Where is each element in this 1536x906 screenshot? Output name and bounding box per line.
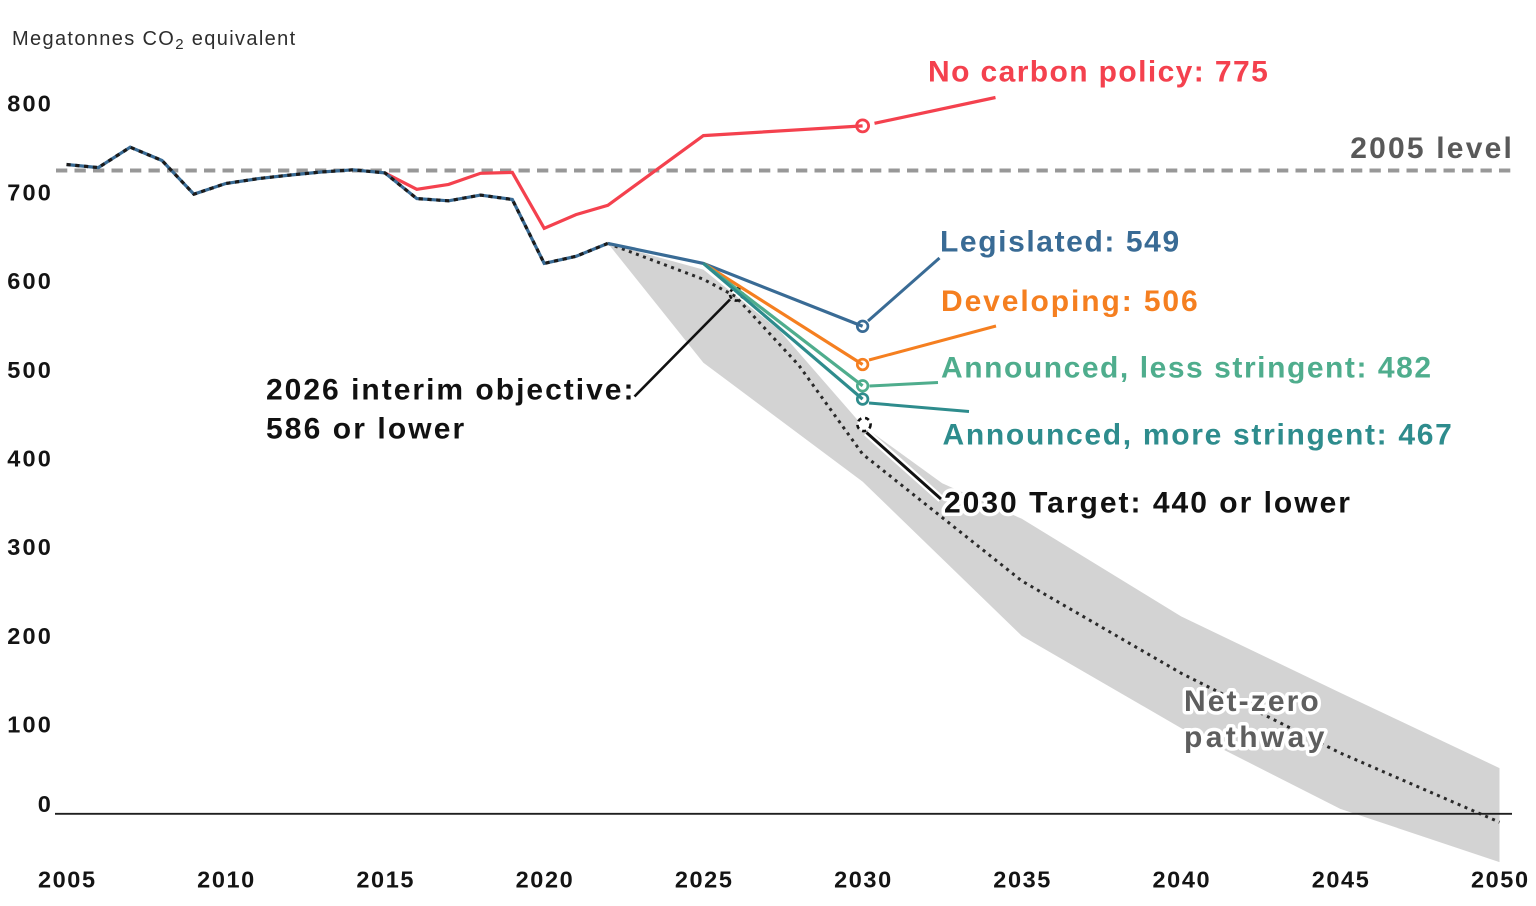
- svg-text:Developing: 506: Developing: 506: [941, 285, 1200, 318]
- svg-text:2035: 2035: [993, 867, 1052, 893]
- svg-text:2015: 2015: [356, 867, 415, 893]
- svg-text:Announced, less stringent: 482: Announced, less stringent: 482: [941, 352, 1433, 385]
- svg-text:800: 800: [7, 91, 53, 117]
- svg-text:600: 600: [7, 268, 53, 294]
- svg-text:0: 0: [38, 791, 53, 817]
- svg-text:500: 500: [7, 357, 53, 383]
- svg-text:586 or lower: 586 or lower: [266, 412, 466, 445]
- svg-text:100: 100: [7, 712, 53, 738]
- svg-text:400: 400: [7, 446, 53, 472]
- svg-text:Megatonnes CO2 equivalent: Megatonnes CO2 equivalent: [12, 28, 296, 53]
- svg-text:2005 level: 2005 level: [1350, 132, 1514, 165]
- svg-text:700: 700: [7, 179, 53, 205]
- svg-text:2010: 2010: [197, 867, 256, 893]
- svg-text:Legislated: 549: Legislated: 549: [940, 226, 1181, 259]
- svg-text:No carbon policy: 775: No carbon policy: 775: [928, 56, 1269, 89]
- svg-text:200: 200: [7, 623, 53, 649]
- svg-text:pathway: pathway: [1184, 721, 1328, 754]
- svg-text:2020: 2020: [516, 867, 575, 893]
- svg-text:Announced, more stringent: 467: Announced, more stringent: 467: [943, 419, 1454, 452]
- svg-text:2005: 2005: [38, 867, 97, 893]
- svg-text:2026 interim objective:: 2026 interim objective:: [266, 374, 635, 407]
- svg-text:2050: 2050: [1471, 867, 1530, 893]
- svg-text:300: 300: [7, 534, 53, 560]
- svg-text:2040: 2040: [1153, 867, 1212, 893]
- svg-text:2025: 2025: [675, 867, 734, 893]
- svg-text:2030: 2030: [834, 867, 893, 893]
- svg-text:Net-zero: Net-zero: [1184, 685, 1321, 718]
- svg-text:2045: 2045: [1312, 867, 1371, 893]
- svg-text:2030 Target: 440 or lower: 2030 Target: 440 or lower: [944, 487, 1352, 520]
